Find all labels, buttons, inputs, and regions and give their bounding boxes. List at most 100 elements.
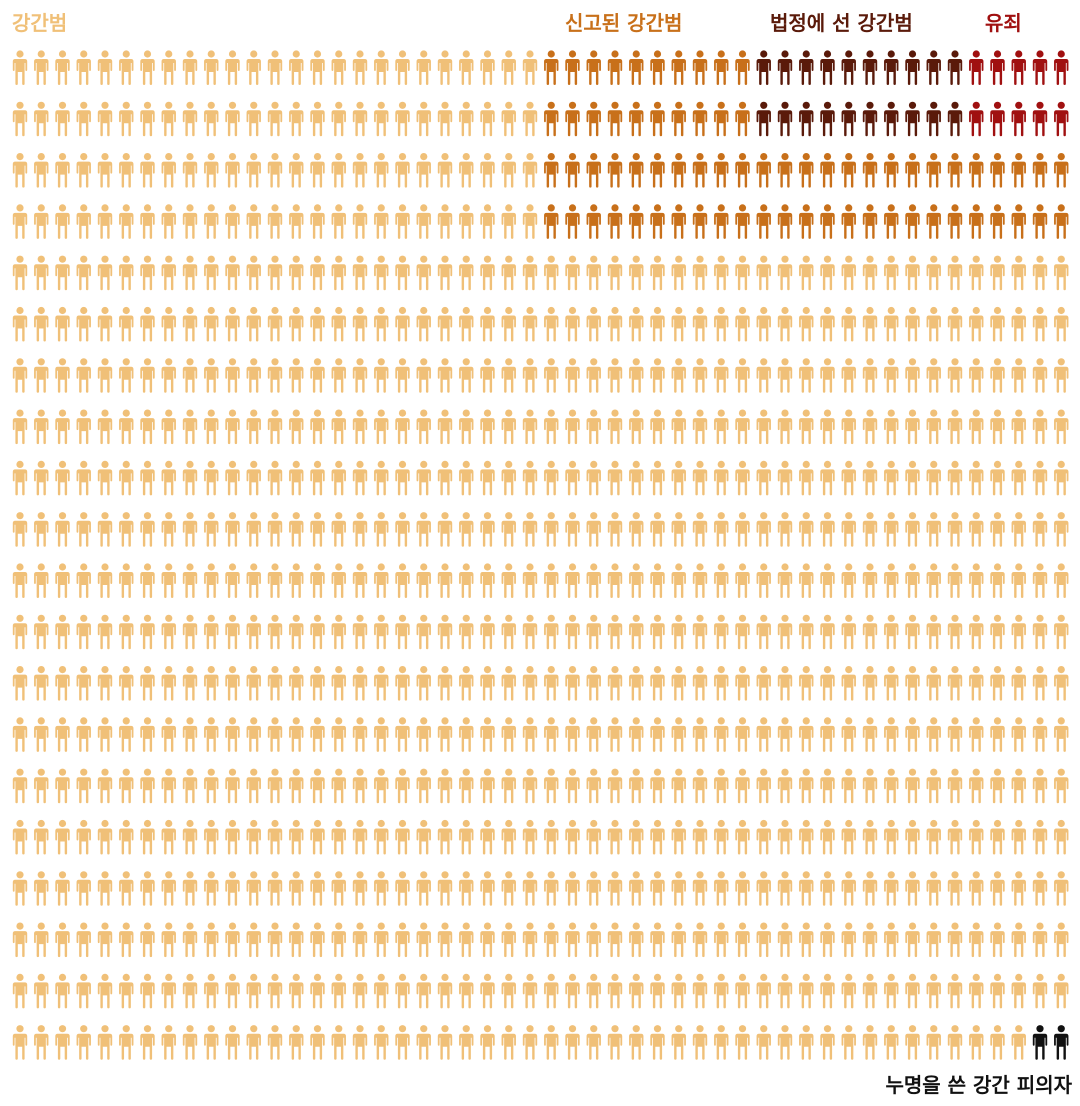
person-icon-all (119, 871, 134, 906)
person-icon-all (756, 973, 771, 1009)
person-icon-all (225, 409, 240, 445)
person-icon-all (799, 768, 814, 804)
person-icon-all (161, 922, 176, 958)
person-icon-all (416, 614, 431, 650)
person-icon-reported (990, 204, 1005, 239)
person-icon-all (926, 666, 941, 701)
person-icon-all (799, 409, 814, 445)
person-icon-all (97, 922, 113, 958)
person-icon-all (1032, 717, 1048, 752)
person-icon-all (416, 306, 431, 342)
person-icon-all (352, 614, 368, 650)
person-icon-all (97, 101, 113, 137)
person-icon-all (905, 460, 920, 496)
person-icon-all (204, 460, 219, 496)
person-icon-all (841, 819, 856, 855)
person-icon-all (225, 306, 240, 342)
person-icon-all (735, 666, 750, 701)
person-icon-all (884, 871, 899, 906)
person-icon-all (692, 306, 708, 342)
person-icon-all (926, 563, 941, 598)
person-icon-all (352, 819, 368, 855)
person-icon-all (841, 255, 856, 291)
person-icon-all (735, 512, 750, 547)
person-icon-reported (650, 204, 665, 239)
person-icon-all (607, 768, 623, 804)
person-icon-all (374, 973, 389, 1009)
person-icon-all (204, 717, 219, 752)
person-icon-all (331, 255, 346, 291)
person-icon-all (820, 922, 835, 958)
person-icon-all (777, 922, 793, 958)
person-icon-all (204, 358, 219, 393)
person-icon-all (331, 871, 346, 906)
person-icon-all (12, 512, 28, 547)
person-icon-all (161, 717, 176, 752)
person-icon-all (586, 973, 601, 1009)
person-icon-all (990, 1025, 1005, 1060)
person-icon-tried (862, 101, 878, 137)
person-icon-all (34, 409, 49, 445)
person-icon-tried (799, 101, 814, 137)
person-icon-all (267, 358, 283, 393)
person-icon-all (671, 768, 686, 804)
person-icon-all (55, 204, 70, 239)
person-icon-all (119, 563, 134, 598)
person-icon-all (650, 819, 665, 855)
person-icon-all (607, 460, 623, 496)
person-icon-all (352, 409, 368, 445)
person-icon-all (947, 358, 963, 393)
person-icon-all (161, 101, 176, 137)
person-icon-all (1011, 255, 1026, 291)
person-icon-all (374, 871, 389, 906)
person-icon-reported (714, 204, 729, 239)
person-icon-all (501, 1025, 516, 1060)
person-icon-all (374, 50, 389, 85)
person-icon-all (161, 50, 176, 85)
person-icon-all (119, 666, 134, 701)
person-icon-all (714, 563, 729, 598)
person-icon-all (310, 768, 325, 804)
person-icon-all (799, 563, 814, 598)
person-icon-all (692, 666, 708, 701)
person-icon-all (76, 153, 91, 188)
person-icon-all (522, 973, 538, 1009)
person-icon-all (522, 204, 538, 239)
person-icon-all (926, 717, 941, 752)
person-icon-all (161, 204, 176, 239)
person-icon-reported (544, 101, 559, 137)
person-icon-all (459, 460, 474, 496)
person-icon-all (544, 871, 559, 906)
person-icon-all (225, 460, 240, 496)
person-icon-all (565, 819, 580, 855)
person-icon-all (586, 306, 601, 342)
person-icon-all (76, 512, 91, 547)
person-icon-all (947, 922, 963, 958)
person-icon-all (607, 871, 623, 906)
person-icon-all (437, 1025, 453, 1060)
person-icon-all (416, 358, 431, 393)
person-icon-all (1011, 871, 1026, 906)
person-icon-all (204, 614, 219, 650)
person-icon-all (416, 563, 431, 598)
person-icon-all (777, 666, 793, 701)
person-icon-reported (735, 204, 750, 239)
label-reported: 신고된 강간범 (565, 11, 682, 35)
person-icon-all (522, 819, 538, 855)
person-icon-all (905, 768, 920, 804)
person-icon-all (501, 871, 516, 906)
person-icon-all (1054, 306, 1069, 342)
person-icon-all (671, 358, 686, 393)
person-icon-all (310, 871, 325, 906)
person-icon-all (119, 358, 134, 393)
person-icon-reported (905, 153, 920, 188)
person-icon-reported (799, 153, 814, 188)
person-icon-all (756, 409, 771, 445)
person-icon-all (884, 768, 899, 804)
person-icon-all (714, 1025, 729, 1060)
person-icon-all (544, 614, 559, 650)
person-icon-all (267, 153, 283, 188)
person-icon-all (76, 819, 91, 855)
person-icon-all (140, 460, 155, 496)
person-icon-all (820, 460, 835, 496)
